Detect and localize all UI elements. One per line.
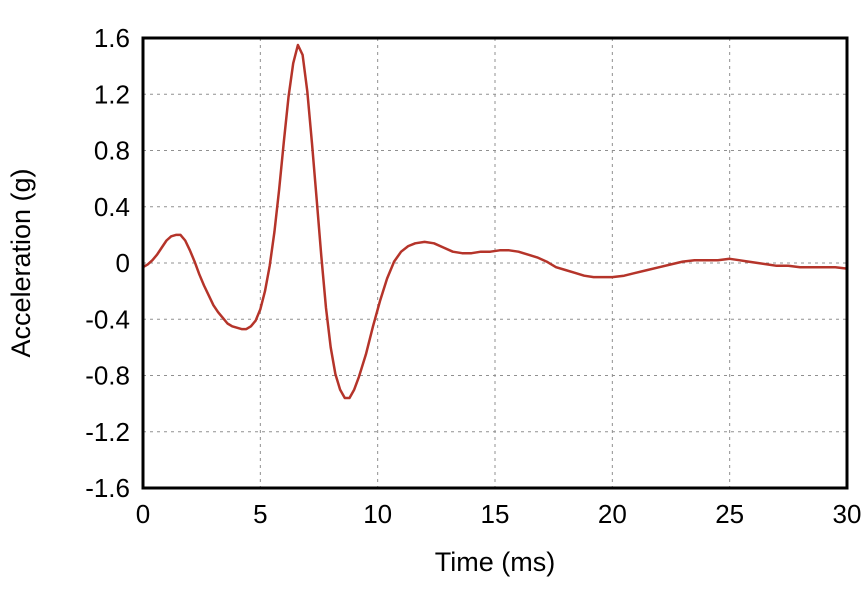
x-tick-label: 25 <box>715 499 744 529</box>
x-axis-title: Time (ms) <box>435 547 555 577</box>
gridlines <box>143 38 847 488</box>
plot-frame <box>141 36 849 490</box>
y-tick-label: 0 <box>116 248 130 278</box>
y-tick-label: 1.6 <box>94 23 130 53</box>
y-tick-label: 0.4 <box>94 192 130 222</box>
y-axis-title: Acceleration (g) <box>6 168 36 357</box>
x-tick-label: 15 <box>481 499 510 529</box>
y-tick-label: -1.6 <box>85 473 130 503</box>
x-tick-labels: 0 5 10 15 20 25 30 <box>136 499 862 529</box>
y-tick-labels: 1.6 1.2 0.8 0.4 0 -0.4 -0.8 -1.2 -1.6 <box>85 23 130 503</box>
y-tick-label: 0.8 <box>94 136 130 166</box>
x-tick-label: 20 <box>598 499 627 529</box>
acceleration-trace <box>141 43 849 400</box>
y-tick-label: -0.4 <box>85 304 130 334</box>
y-tick-label: 1.2 <box>94 79 130 109</box>
x-tick-label: 0 <box>136 499 150 529</box>
x-tick-label: 5 <box>253 499 267 529</box>
x-tick-label: 30 <box>833 499 862 529</box>
y-tick-label: -0.8 <box>85 361 130 391</box>
x-tick-label: 10 <box>363 499 392 529</box>
y-tick-label: -1.2 <box>85 417 130 447</box>
